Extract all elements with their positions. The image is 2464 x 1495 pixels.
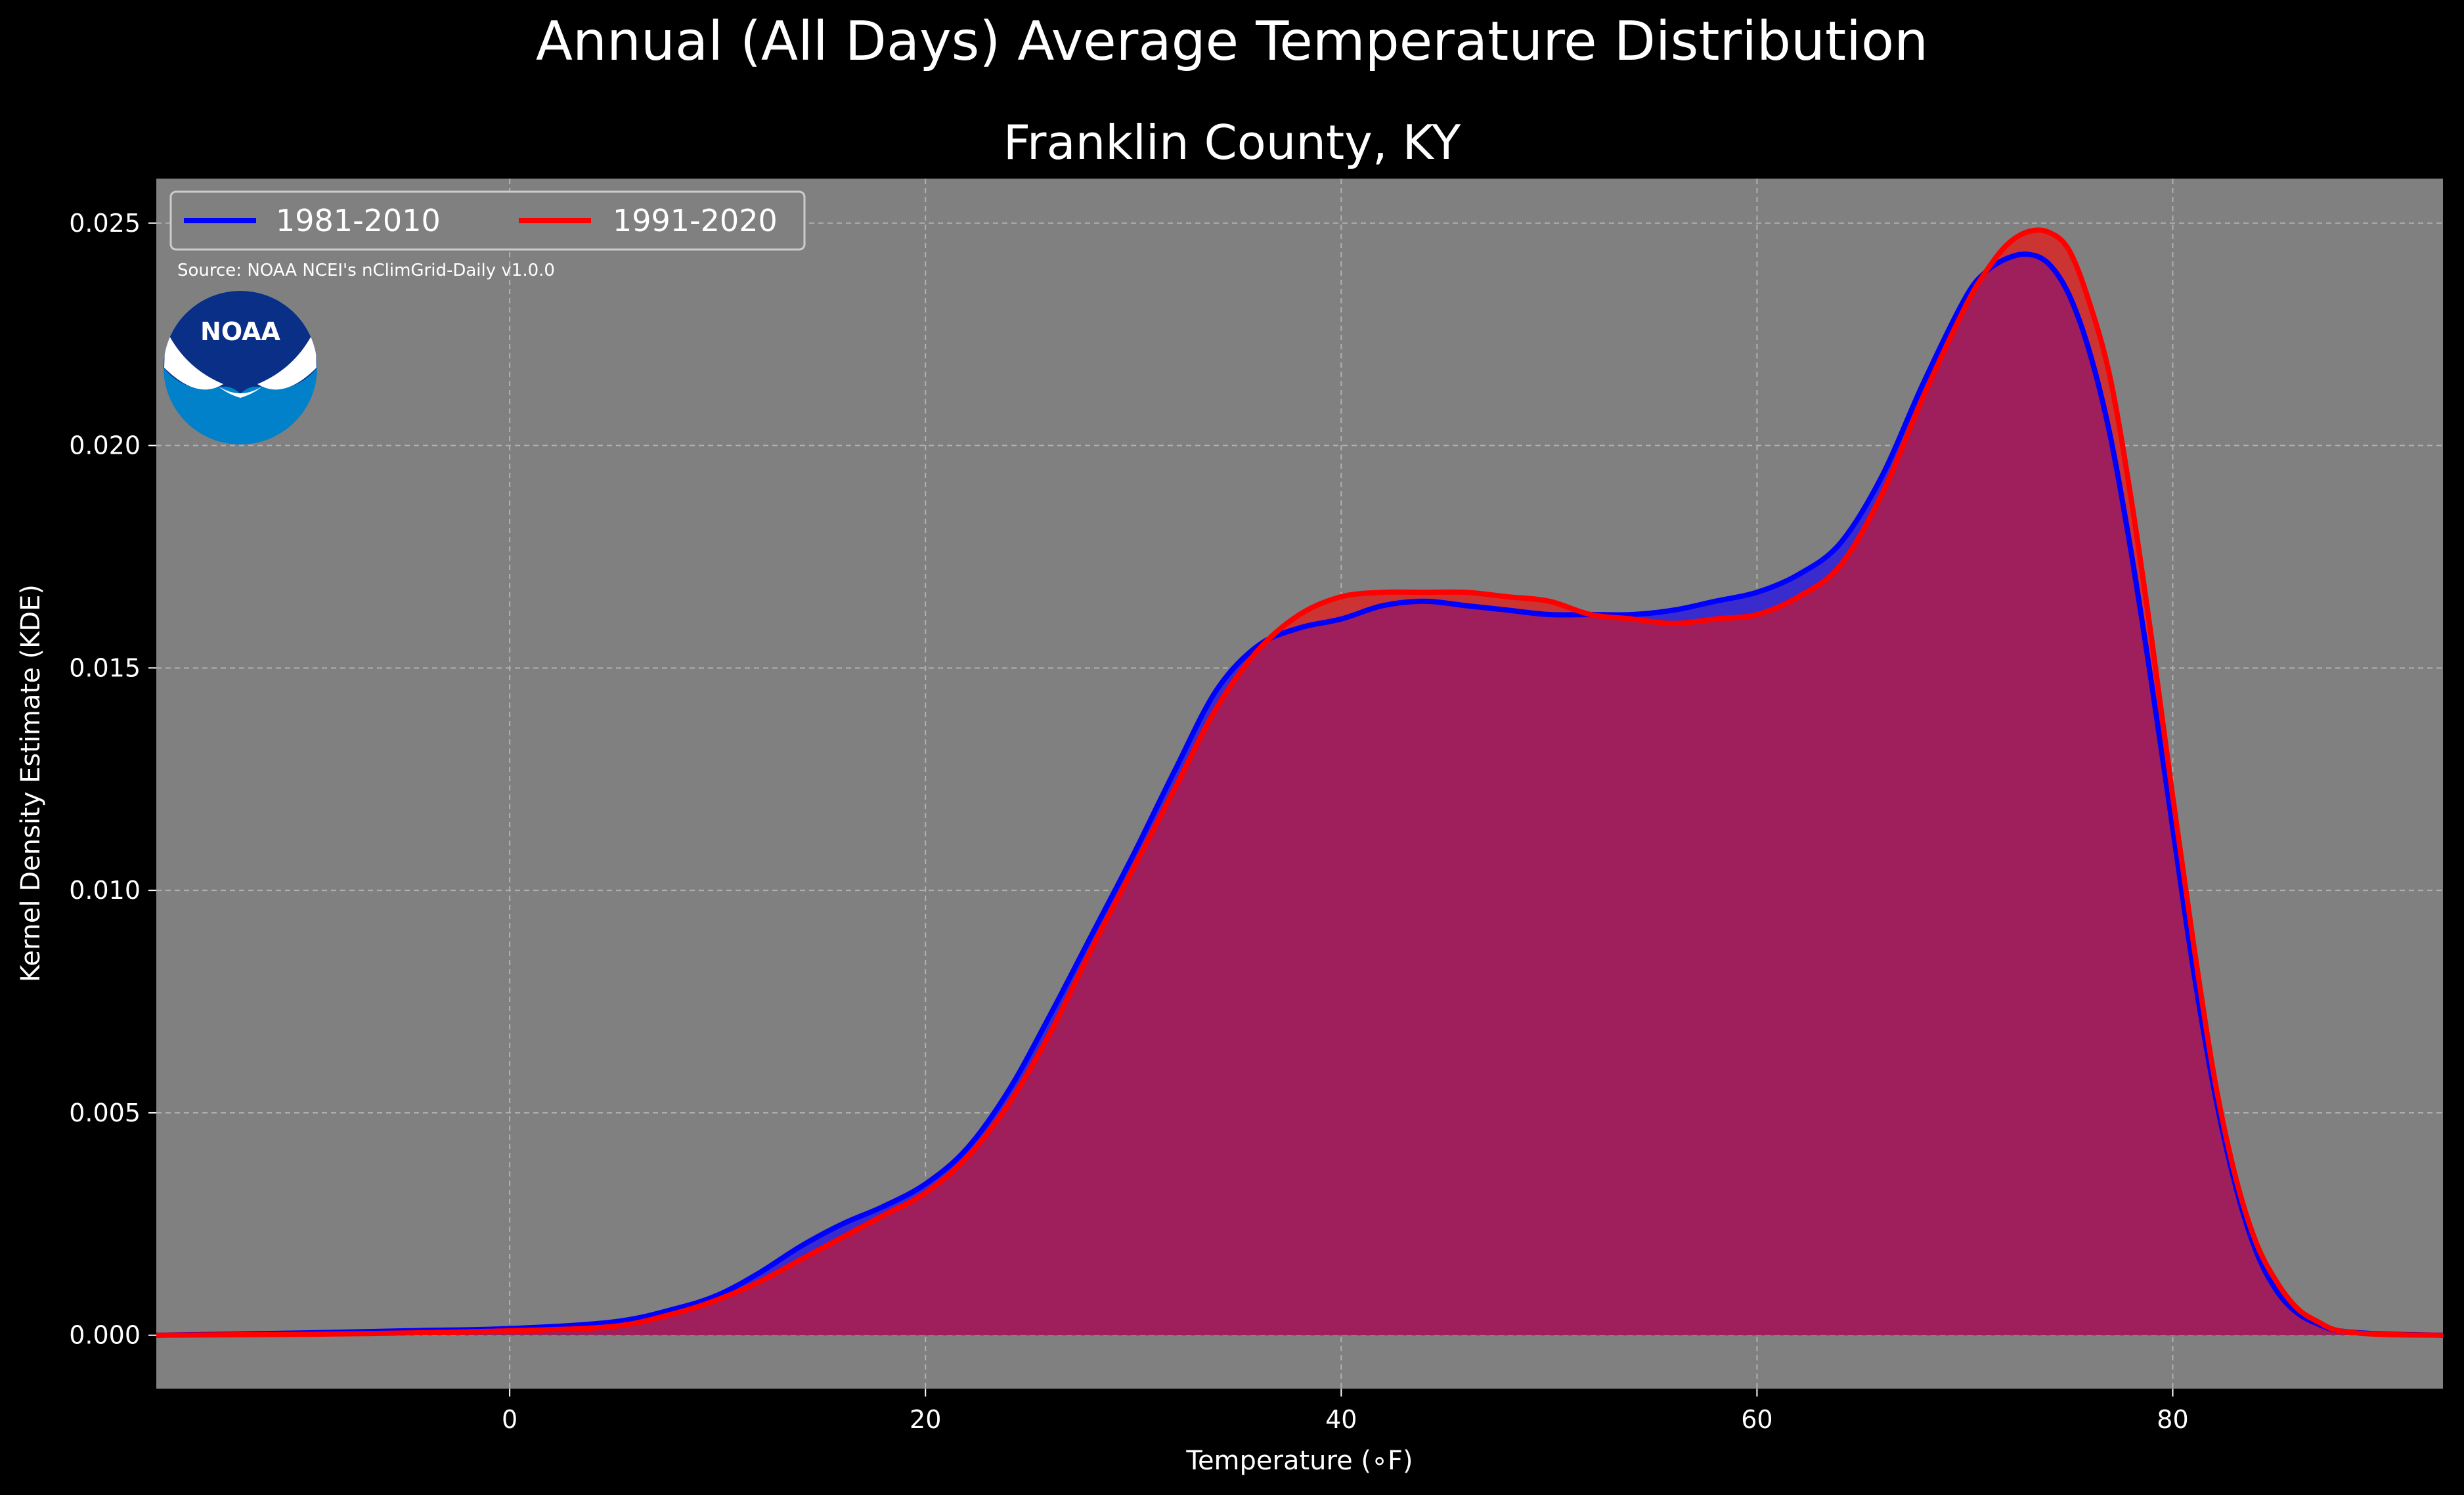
noaa-logo-icon: NOAA [164,291,317,444]
x-tick-label: 80 [2157,1405,2188,1434]
x-tick-label: 40 [1325,1405,1357,1434]
x-axis-label: Temperature (∘F) [1185,1446,1413,1476]
y-tick-label: 0.015 [69,653,141,682]
y-tick-label: 0.010 [69,876,141,905]
figure-suptitle: Annual (All Days) Average Temperature Di… [535,11,1929,73]
y-tick-label: 0.025 [69,209,141,238]
y-axis-ticks: 0.000 0.005 0.010 0.015 0.020 0.025 [69,209,156,1350]
area-overlap [156,253,2443,1335]
x-axis-ticks: 0 20 40 60 80 [502,1389,2189,1434]
series-lines [156,227,2443,1338]
y-tick-label: 0.020 [69,431,141,460]
legend-box [169,190,806,251]
line-1991-2020 [156,227,2443,1338]
legend: 1981-2010 1991-2020 [169,190,806,251]
y-tick-label: 0.000 [69,1321,141,1350]
y-tick-label: 0.005 [69,1098,141,1127]
line-1981-2010 [156,251,2443,1338]
y-axis-label: Kernel Density Estimate (KDE) [16,584,46,982]
legend-label-1991-2020: 1991-2020 [613,203,778,238]
x-tick-label: 60 [1741,1405,1772,1434]
noaa-logo-text: NOAA [200,317,280,346]
legend-label-1981-2010: 1981-2010 [276,203,441,238]
x-tick-label: 20 [910,1405,941,1434]
x-tick-label: 0 [502,1405,517,1434]
source-note: Source: NOAA NCEI's nClimGrid-Daily v1.0… [177,261,555,280]
chart-title: Franklin County, KY [1003,115,1461,170]
series-areas [156,230,2443,1335]
